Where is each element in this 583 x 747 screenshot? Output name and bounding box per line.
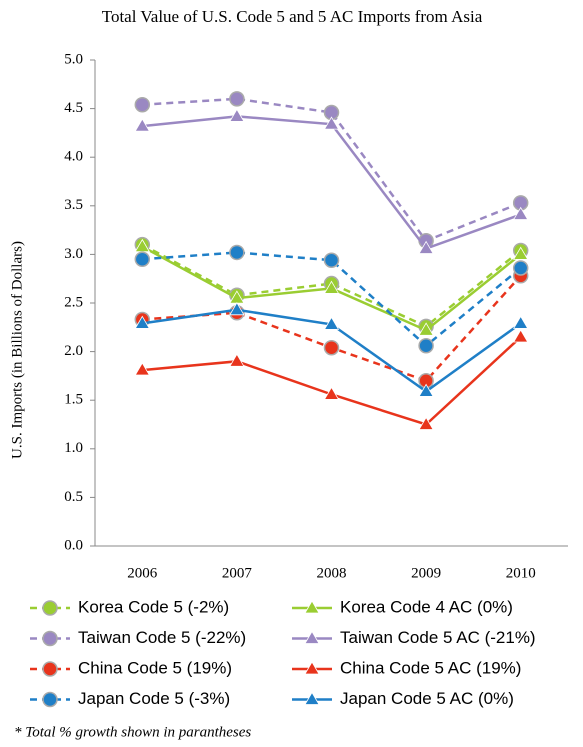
- data-point: [134, 251, 151, 268]
- y-tick-label: 3.5: [64, 197, 83, 213]
- y-tick-label: 0.0: [64, 537, 83, 553]
- data-point: [513, 329, 529, 343]
- series-line: [142, 115, 522, 251]
- legend-label: Japan Code 5 AC (0%): [340, 689, 514, 708]
- data-point: [418, 240, 434, 254]
- x-tick-label: 2010: [506, 565, 536, 581]
- data-point: [229, 302, 245, 316]
- x-tick-label: 2006: [127, 565, 158, 581]
- data-point: [323, 386, 340, 400]
- data-point: [229, 353, 245, 367]
- legend-label: Taiwan Code 5 (-22%): [78, 628, 246, 647]
- x-tick-label: 2007: [222, 565, 253, 581]
- legend-marker: [42, 691, 58, 708]
- legend-marker: [304, 600, 320, 614]
- y-tick-label: 3.0: [64, 246, 83, 262]
- legend-marker: [42, 661, 58, 677]
- legend-label: Korea Code 4 AC (0%): [340, 597, 513, 616]
- data-point: [134, 96, 151, 113]
- data-point: [323, 316, 340, 330]
- data-point: [323, 280, 340, 294]
- data-point: [229, 244, 245, 261]
- series-line: [142, 97, 522, 243]
- y-tick-label: 5.0: [64, 51, 83, 67]
- legend-label: Korea Code 5 (-2%): [78, 597, 229, 616]
- data-point: [418, 322, 434, 336]
- legend-label: Japan Code 5 (-3%): [78, 689, 230, 708]
- data-point: [323, 116, 340, 130]
- legend-marker: [42, 630, 58, 647]
- chart-title: Total Value of U.S. Code 5 and 5 AC Impo…: [102, 7, 483, 26]
- y-tick-label: 2.0: [64, 343, 83, 359]
- data-point: [512, 260, 529, 276]
- y-tick-label: 4.5: [64, 100, 83, 116]
- y-tick-label: 1.5: [64, 392, 83, 408]
- data-point: [513, 206, 529, 220]
- legend-label: China Code 5 AC (19%): [340, 658, 521, 677]
- legend-marker: [42, 600, 58, 616]
- data-point: [418, 338, 434, 354]
- x-tick-label: 2009: [411, 565, 441, 581]
- footnote: * Total % growth shown in parantheses: [14, 724, 251, 740]
- y-axis-label: U.S. Imports (in Billions of Dollars): [9, 241, 25, 459]
- y-tick-label: 1.0: [64, 440, 83, 456]
- legend-marker: [304, 691, 320, 705]
- legend-label: China Code 5 (19%): [78, 658, 232, 677]
- data-point: [513, 246, 529, 260]
- series-line: [142, 251, 522, 348]
- data-point: [134, 315, 150, 329]
- y-tick-label: 0.5: [64, 489, 83, 505]
- data-point: [229, 91, 245, 107]
- y-tick-label: 4.0: [64, 149, 83, 165]
- x-tick-label: 2008: [317, 565, 347, 581]
- data-point: [513, 315, 529, 329]
- legend-marker: [304, 661, 320, 675]
- data-point: [134, 362, 150, 376]
- y-tick-label: 2.5: [64, 294, 83, 310]
- data-point: [323, 339, 340, 356]
- data-point: [229, 108, 245, 122]
- data-point: [418, 383, 434, 397]
- data-point: [134, 118, 150, 132]
- legend-label: Taiwan Code 5 AC (-21%): [340, 628, 536, 647]
- data-point: [418, 416, 434, 430]
- legend-marker: [304, 630, 320, 644]
- data-point: [323, 252, 340, 268]
